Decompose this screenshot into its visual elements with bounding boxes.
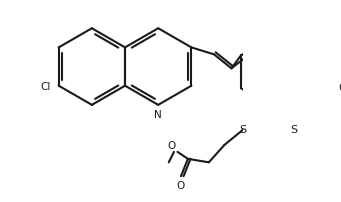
Text: O: O [339,82,341,92]
Text: O: O [177,180,185,190]
Text: N: N [154,110,162,120]
Text: Cl: Cl [41,81,51,91]
Text: O: O [167,140,176,150]
Text: S: S [239,125,246,135]
Text: S: S [290,125,297,135]
